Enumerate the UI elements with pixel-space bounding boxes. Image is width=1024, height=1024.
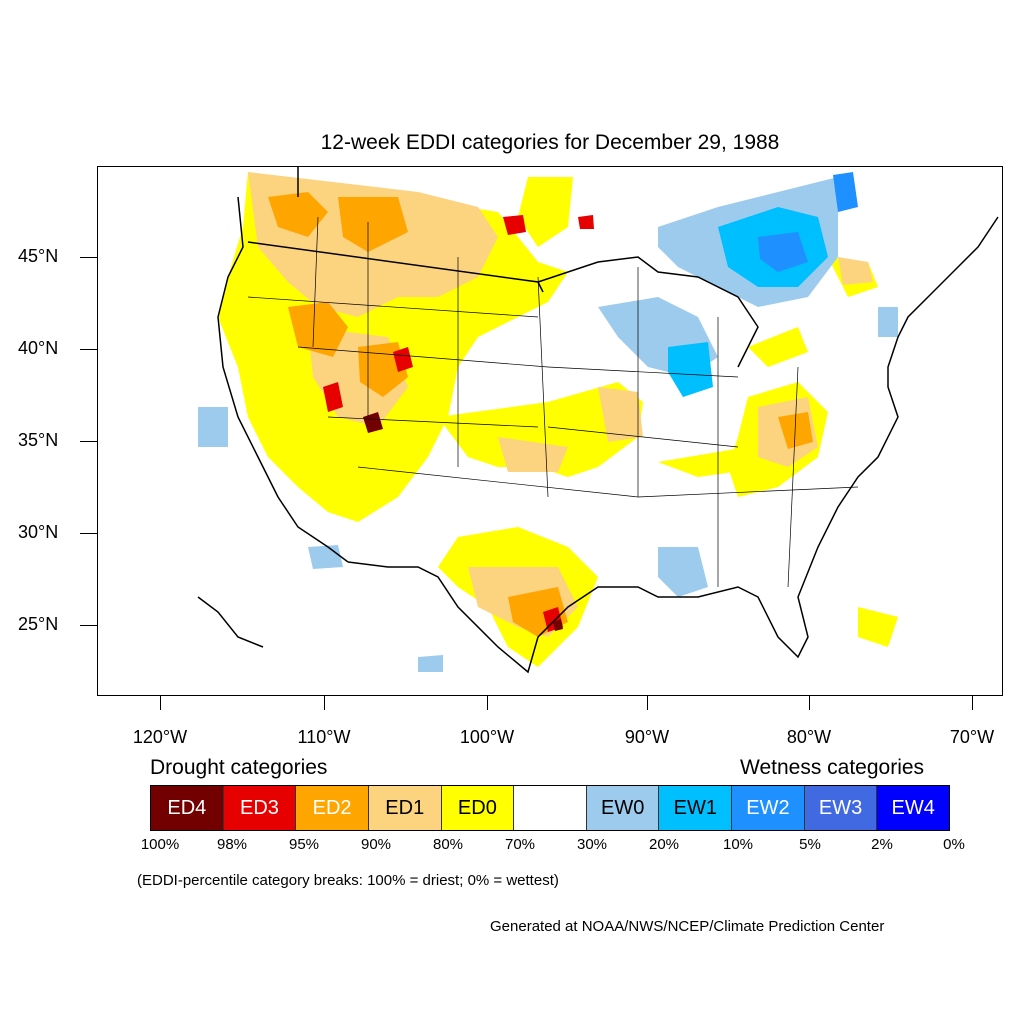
legend-ew1: EW1 bbox=[659, 786, 733, 830]
percentile-label: 2% bbox=[871, 836, 893, 853]
legend-ed2-label: ED2 bbox=[312, 796, 352, 819]
legend-neutral bbox=[514, 786, 587, 830]
percentile-label: 100% bbox=[140, 836, 180, 853]
legend-ed3: ED3 bbox=[223, 786, 297, 830]
lon-tick bbox=[809, 696, 810, 710]
percentile-label: 30% bbox=[576, 836, 608, 853]
percentile-label: 70% bbox=[504, 836, 536, 853]
map-title: 12-week EDDI categories for December 29,… bbox=[320, 131, 780, 154]
lat-tick bbox=[80, 441, 97, 442]
lat-tick bbox=[80, 349, 97, 350]
lat-label-45: 45°N bbox=[18, 246, 59, 266]
legend-ew4-label: EW4 bbox=[891, 796, 935, 819]
percentile-label: 80% bbox=[432, 836, 464, 853]
drought-categories-heading: Drought categories bbox=[150, 756, 328, 779]
lon-tick bbox=[972, 696, 973, 710]
wetness-categories-heading: Wetness categories bbox=[740, 756, 925, 779]
legend-ed4-label: ED4 bbox=[167, 796, 207, 819]
legend-ed0: ED0 bbox=[441, 786, 515, 830]
lon-label-90: 90°W bbox=[624, 727, 670, 747]
legend-ed2: ED2 bbox=[296, 786, 369, 830]
credit-line: Generated at NOAA/NWS/NCEP/Climate Predi… bbox=[490, 918, 885, 935]
lon-label-100: 100°W bbox=[459, 727, 515, 747]
legend-ed1-label: ED1 bbox=[385, 796, 425, 819]
lon-label-70: 70°W bbox=[949, 727, 995, 747]
legend-ed3-label: ED3 bbox=[240, 796, 279, 819]
percentile-label: 0% bbox=[943, 836, 965, 853]
legend-ew2-label: EW2 bbox=[746, 796, 790, 819]
lon-label-120: 120°W bbox=[132, 727, 188, 747]
ed4-region bbox=[363, 412, 563, 631]
lon-tick bbox=[160, 696, 161, 710]
lon-label-110: 110°W bbox=[297, 727, 351, 747]
legend-ed1: ED1 bbox=[368, 786, 442, 830]
conus-map bbox=[197, 167, 999, 674]
percentile-label: 20% bbox=[648, 836, 680, 853]
lon-tick bbox=[487, 696, 488, 710]
legend-ew4: EW4 bbox=[877, 786, 950, 830]
lon-label-80: 80°W bbox=[786, 727, 832, 747]
percentile-label: 98% bbox=[216, 836, 248, 853]
lat-label-35: 35°N bbox=[18, 430, 59, 450]
lon-tick bbox=[647, 696, 648, 710]
percentile-label: 5% bbox=[799, 836, 821, 853]
lat-label-40: 40°N bbox=[18, 338, 59, 358]
lat-label-30: 30°N bbox=[18, 522, 59, 542]
legend-ed4: ED4 bbox=[151, 786, 224, 830]
percentile-label: 90% bbox=[360, 836, 392, 853]
lat-tick bbox=[80, 533, 97, 534]
state-borders bbox=[247, 216, 859, 588]
category-breaks-note: (EDDI-percentile category breaks: 100% =… bbox=[137, 872, 559, 889]
legend-ed0-label: ED0 bbox=[457, 796, 497, 819]
lat-tick bbox=[80, 625, 97, 626]
legend-ew0: EW0 bbox=[586, 786, 660, 830]
legend-ew3-label: EW3 bbox=[818, 796, 863, 819]
category-legend: ED4 ED3 ED2 ED1 ED0 EW0 EW1 EW2 EW3 EW4 bbox=[150, 785, 950, 831]
lat-label-25: 25°N bbox=[18, 614, 59, 634]
legend-ew2: EW2 bbox=[732, 786, 805, 830]
map-panel bbox=[97, 166, 1003, 696]
legend-ew3: EW3 bbox=[804, 786, 878, 830]
percentile-label: 95% bbox=[288, 836, 320, 853]
legend-ew1-label: EW1 bbox=[673, 796, 717, 819]
lat-tick bbox=[80, 257, 97, 258]
percentile-label: 10% bbox=[722, 836, 754, 853]
ew2-region bbox=[758, 172, 858, 272]
lon-tick bbox=[324, 696, 325, 710]
legend-ew0-label: EW0 bbox=[600, 796, 645, 819]
